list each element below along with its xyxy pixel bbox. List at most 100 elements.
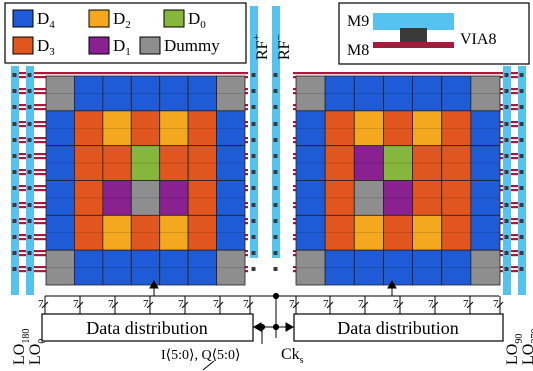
bus-width-label: 7: [323, 298, 329, 310]
right-cell-d4: [295, 145, 326, 181]
iq-input-slash: [202, 360, 215, 371]
via8: [504, 122, 509, 126]
bus-slash: [146, 301, 154, 309]
left-cell-d3: [74, 110, 104, 147]
via8: [504, 251, 509, 255]
legend-swatch-dummy: [139, 36, 161, 55]
m8-rail: [14, 72, 248, 75]
right-cell-d4: [470, 110, 501, 147]
via8: [504, 203, 509, 207]
via8: [251, 154, 256, 158]
via8: [27, 105, 32, 109]
bus-slash: [246, 301, 254, 309]
control-wiring: [45, 279, 499, 371]
via8: [519, 170, 524, 174]
legend-label-dummy: Dummy: [164, 36, 220, 55]
via8: [12, 203, 17, 207]
via8: [251, 138, 256, 142]
right-cell-dummy: [353, 180, 384, 216]
right-cell-d0: [383, 145, 413, 181]
via8: [519, 122, 524, 126]
via8: [273, 89, 278, 93]
via8: [504, 105, 509, 109]
via8: [27, 203, 32, 207]
legend-swatch-d1: [88, 36, 110, 55]
right-cell-d3: [383, 110, 413, 147]
left-cell-dummy: [45, 75, 75, 112]
m9-rail: [503, 66, 511, 295]
via8: [519, 267, 524, 271]
bus-width-label: 7: [108, 298, 114, 310]
left-cell-d4: [216, 180, 246, 216]
rf-minus-label: RF−: [273, 34, 293, 60]
via8: [519, 186, 524, 190]
legend-swatch-d3: [12, 36, 34, 55]
legend-item-d3: D3: [12, 36, 55, 58]
legend-label-d1: D1: [113, 36, 131, 58]
bus-width-label: 7: [289, 298, 295, 310]
via8: [251, 251, 256, 255]
legend-label-d4: D4: [37, 9, 55, 31]
left-cell-d1: [102, 180, 132, 216]
via8: [12, 219, 17, 223]
via8: [251, 170, 256, 174]
via8: [273, 122, 278, 126]
bus-slash: [111, 301, 119, 309]
right-cell-d3: [324, 214, 355, 251]
bus-slash: [496, 301, 504, 309]
via8: [504, 186, 509, 190]
right-cell-dummy: [295, 249, 326, 286]
left-cell-d2: [159, 214, 189, 251]
bidir-arrow-right: [285, 322, 295, 332]
via8: [504, 73, 509, 77]
left-cell-d4: [216, 145, 246, 181]
via8: [504, 89, 509, 93]
right-cell-d3: [412, 145, 443, 181]
legend-label-d0: D0: [188, 9, 206, 31]
bus-width-label: 7: [428, 298, 434, 310]
m8-swatch: [373, 42, 454, 48]
bus-width-label: 7: [178, 298, 184, 310]
via8-swatch: [400, 28, 427, 44]
bus-width-label: 7: [213, 298, 219, 310]
via8: [519, 89, 524, 93]
right-cell-d4: [412, 249, 443, 286]
via8: [273, 186, 278, 190]
legend-item-d4: D4: [12, 9, 55, 31]
legend-swatch-d0: [163, 9, 185, 28]
via8: [251, 267, 256, 271]
left-cell-d3: [187, 145, 217, 181]
via8: [519, 105, 524, 109]
right-cell-d3: [324, 180, 355, 216]
via8: [519, 219, 524, 223]
right-cell-d4: [470, 145, 501, 181]
m9-swatch: [373, 13, 454, 30]
left-cell-d4: [216, 214, 246, 251]
left-data-distribution: Data distribution: [41, 313, 254, 342]
via8: [273, 251, 278, 255]
left-cell-d4: [130, 75, 161, 112]
bus-width-label: 7: [493, 298, 499, 310]
via8: [12, 267, 17, 271]
right-cell-dummy: [295, 75, 326, 112]
right-cell-d4: [441, 75, 472, 112]
left-cell-d4: [102, 75, 132, 112]
clock-junction: [272, 292, 280, 300]
via8: [519, 73, 524, 77]
via8: [12, 235, 17, 239]
via8: [12, 138, 17, 142]
via8: [273, 154, 278, 158]
m9-rail: [250, 6, 258, 258]
via8: [519, 154, 524, 158]
legend-swatch-d4: [12, 9, 34, 28]
via8: [273, 235, 278, 239]
via8-label: VIA8: [460, 31, 496, 48]
via8: [27, 219, 32, 223]
left-clock-arrowhead: [149, 279, 159, 289]
left-cell-d4: [187, 75, 217, 112]
via8: [273, 267, 278, 271]
via8: [504, 219, 509, 223]
left-cell-d3: [187, 180, 217, 216]
right-cell-d4: [441, 249, 472, 286]
